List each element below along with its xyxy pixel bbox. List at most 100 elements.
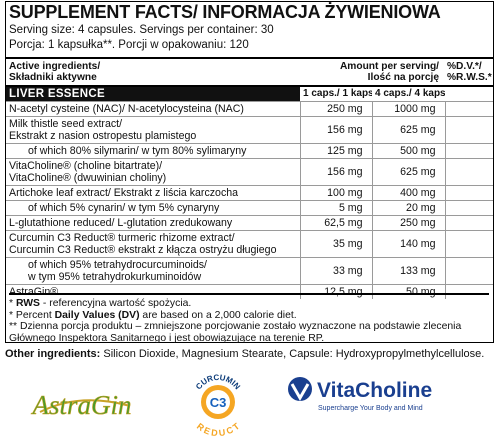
dv-cell — [445, 85, 494, 102]
amount-1-caps: 62,5 mg — [299, 215, 372, 231]
dv-cell — [444, 185, 470, 201]
header-text: %R.W.S.* — [447, 72, 492, 83]
ingredient-row: Milk thistle seed extract/Ekstrakt z nas… — [6, 116, 494, 144]
logos: AstraGin CURCUMIN C3 REDUCT VitaCholine … — [30, 373, 432, 438]
dv-cell — [470, 284, 494, 299]
header-text: %D.V.*/ — [447, 61, 482, 72]
ingredient-name: L-glutathione reduced/ L-glutation zredu… — [6, 215, 300, 231]
c3-text: C3 — [210, 395, 227, 410]
header-text: Ilość na porcję — [367, 72, 439, 83]
ingredient-row: N-acetyl cysteine (NAC)/ N-acetylocystei… — [6, 101, 494, 117]
ingredient-row: Artichoke leaf extract/ Ekstrakt z liści… — [6, 185, 494, 201]
footnote-part: * — [9, 298, 16, 309]
name-line: L-glutathione reduced/ L-glutation zredu… — [9, 217, 233, 229]
footnote: * Percent Daily Values (DV) are based on… — [9, 310, 489, 322]
dv-cell — [470, 200, 494, 216]
dv-cell — [470, 230, 494, 258]
header-text: Składniki aktywne — [9, 72, 97, 83]
vitacholine-text: VitaCholine — [317, 379, 432, 402]
dv-cell — [444, 101, 470, 117]
dv-cell — [444, 116, 470, 144]
ingredient-name: N-acetyl cysteine (NAC)/ N-acetylocystei… — [6, 101, 300, 117]
ingredient-row: VitaCholine® (choline bitartrate)/VitaCh… — [6, 158, 494, 186]
amount-4-caps: 250 mg — [371, 215, 445, 231]
ingredient-name: of which 95% tetrahydrocurcuminoids/w ty… — [6, 257, 300, 285]
amount-4-caps: 400 mg — [371, 185, 445, 201]
name-line: Ekstrakt z nasion ostropestu plamistego — [9, 130, 197, 142]
ingredients-header: Active ingredients/Składniki aktywne — [6, 58, 300, 86]
amount-1-caps: 100 mg — [299, 185, 372, 201]
supplement-facts-label: SUPPLEMENT FACTS/ INFORMACJA ŻYWIENIOWA … — [5, 1, 494, 344]
dv-header: %D.V.*/%R.W.S.* — [445, 58, 493, 86]
dv-cell — [444, 257, 470, 285]
amount-header: Amount per serving/Ilość na porcję — [300, 58, 445, 86]
footnote: ** Dzienna porcja produktu – zmniejszone… — [9, 321, 489, 344]
ingredients-table: Active ingredients/Składniki aktywne Amo… — [6, 57, 494, 299]
name-line: Milk thistle seed extract/ — [9, 118, 123, 130]
dv-cell — [444, 200, 470, 216]
ingredient-name: of which 80% silymarin/ w tym 80% sylima… — [6, 143, 300, 159]
name-line: of which 95% tetrahydrocurcuminoids/ — [28, 259, 208, 271]
ingredient-name: Curcumin C3 Reduct® turmeric rhizome ext… — [6, 230, 300, 258]
dv-cell — [470, 101, 494, 117]
ingredient-row: L-glutathione reduced/ L-glutation zredu… — [6, 215, 494, 231]
name-line: VitaCholine® (choline bitartrate)/ — [9, 160, 163, 172]
amount-1-caps: 250 mg — [299, 101, 372, 117]
astragin-logo: AstraGin — [30, 390, 132, 421]
dv-cell — [444, 143, 470, 159]
portion: Porcja: 1 kapsułka**. Porcji w opakowani… — [9, 39, 249, 51]
subheader: 1 caps./ 1 kaps. — [300, 85, 372, 102]
ingredient-row: AstraGin® 12,5 mg 50 mg — [6, 284, 494, 299]
amount-1-caps: 5 mg — [299, 200, 372, 216]
dv-cell — [470, 185, 494, 201]
name-line: Curcumin C3 Reduct® ekstrakt z kłącza os… — [9, 244, 277, 256]
footnote-part: Daily Values (DV) — [54, 309, 140, 321]
footnote-part: * Percent — [9, 309, 55, 321]
amount-4-caps: 1000 mg — [371, 101, 445, 117]
amount-4-caps: 20 mg — [371, 200, 445, 216]
ingredient-name: AstraGin® — [6, 284, 300, 299]
footnote-part: are based on a 2,000 calorie diet. — [139, 309, 297, 321]
amount-1-caps: 156 mg — [299, 116, 372, 144]
table-body: Active ingredients/Składniki aktywne Amo… — [6, 58, 494, 299]
name-line: Curcumin C3 Reduct® turmeric rhizome ext… — [9, 232, 235, 244]
dv-cell — [470, 215, 494, 231]
reduct-text: REDUCT — [195, 421, 242, 438]
other-ingredients: Other ingredients: Silicon Dioxide, Magn… — [5, 348, 484, 360]
name-line: of which 5% cynarin/ w tym 5% cynaryny — [28, 202, 220, 214]
dv-cell — [470, 116, 494, 144]
curcumin-logo: CURCUMIN C3 REDUCT — [194, 373, 242, 438]
ingredient-name: VitaCholine® (choline bitartrate)/VitaCh… — [6, 158, 300, 186]
amount-1-caps: 33 mg — [299, 257, 372, 285]
dv-cell — [470, 158, 494, 186]
header-text: Amount per serving/ — [339, 61, 439, 72]
name-line: AstraGin® — [9, 286, 59, 298]
other-label: Other ingredients: — [5, 348, 101, 360]
section-title: LIVER ESSENCE — [6, 85, 300, 102]
subheader-text: 1 caps./ — [303, 88, 340, 99]
amount-1-caps: 35 mg — [299, 230, 372, 258]
amount-4-caps: 625 mg — [371, 158, 445, 186]
astragin-text: AstraGin — [30, 390, 131, 420]
section-row: LIVER ESSENCE 1 caps./ 1 kaps. 4 caps./ … — [6, 85, 494, 102]
amount-4-caps: 50 mg — [371, 284, 445, 299]
name-line: Artichoke leaf extract/ Ekstrakt z liści… — [9, 187, 239, 199]
name-line: VitaCholine® (dwuwinian choliny) — [9, 172, 167, 184]
amount-4-caps: 625 mg — [371, 116, 445, 144]
header-text: Active ingredients/ — [9, 61, 101, 72]
ingredient-name: of which 5% cynarin/ w tym 5% cynaryny — [6, 200, 300, 216]
name-line: N-acetyl cysteine (NAC)/ N-acetylocystei… — [9, 103, 244, 115]
serving-size: Serving size: 4 capsules. Servings per c… — [9, 24, 274, 36]
dv-cell — [444, 284, 470, 299]
footnote-part: - referencyjna wartość spożycia. — [40, 298, 192, 309]
ingredient-name: Artichoke leaf extract/ Ekstrakt z liści… — [6, 185, 300, 201]
ingredient-name: Milk thistle seed extract/Ekstrakt z nas… — [6, 116, 300, 144]
amount-1-caps: 156 mg — [299, 158, 372, 186]
ingredient-row: of which 80% silymarin/ w tym 80% sylima… — [6, 143, 494, 159]
header-row: Active ingredients/Składniki aktywne Amo… — [6, 58, 494, 86]
ingredient-row: of which 95% tetrahydrocurcuminoids/w ty… — [6, 257, 494, 285]
amount-4-caps: 140 mg — [371, 230, 445, 258]
amount-4-caps: 500 mg — [371, 143, 445, 159]
footnote-part: ** Dzienna porcja produktu – zmniejszone… — [9, 321, 462, 344]
